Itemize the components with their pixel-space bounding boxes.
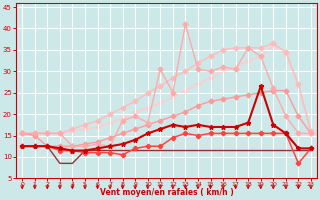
X-axis label: Vent moyen/en rafales ( km/h ): Vent moyen/en rafales ( km/h ) [100,188,234,197]
